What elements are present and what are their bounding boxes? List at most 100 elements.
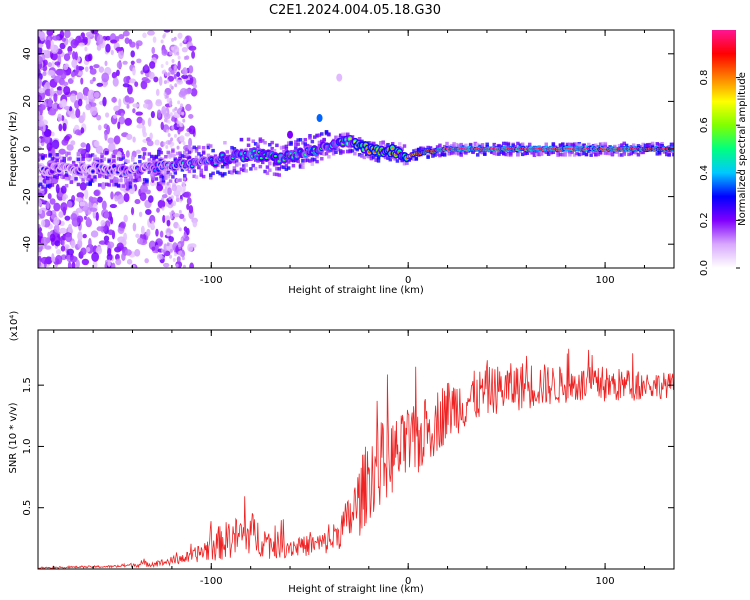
spectrogram-cell	[421, 147, 426, 151]
spectrogram-cell	[244, 163, 248, 167]
spectrogram-cell	[294, 143, 298, 147]
spectrogram-cell	[131, 155, 135, 160]
spectrogram-cell	[48, 153, 52, 157]
spectrogram-cell	[166, 150, 170, 155]
spectrogram-cell	[145, 178, 149, 182]
spectrogram-cell	[62, 122, 67, 132]
spectrogram-cell	[154, 139, 160, 146]
spectrogram-cell	[232, 166, 237, 170]
spectrogram-cell	[563, 150, 567, 154]
spectrogram-cell	[138, 211, 143, 218]
spectrogram-cell	[308, 159, 312, 163]
spectrogram-cell	[126, 159, 130, 164]
spectrogram-cell	[136, 116, 143, 124]
spectrogram-cell	[501, 152, 506, 156]
spectrogram-cell	[189, 262, 195, 268]
spectrogram-cell	[38, 137, 42, 143]
spectrogram-cell	[146, 228, 151, 237]
spectrogram-cell	[76, 151, 81, 156]
spectrogram-cell	[76, 182, 81, 187]
spectrogram-cell	[539, 151, 544, 156]
spectrogram-cell	[38, 78, 42, 88]
spectrogram-cell	[47, 193, 52, 200]
spectrogram-cell	[41, 185, 45, 189]
spectrogram-cell	[60, 70, 67, 80]
spectrogram-cell	[88, 237, 92, 248]
spectrogram-cell	[75, 259, 80, 268]
spectrogram-cell	[412, 157, 416, 162]
spectrogram-cell	[84, 189, 89, 200]
spectrogram-cell	[76, 92, 84, 102]
spectrogram-cell	[171, 125, 175, 130]
spectrogram-cell	[97, 174, 102, 179]
spectrogram-cell	[136, 124, 144, 129]
spectrogram-cell	[320, 139, 324, 144]
spectrogram-cell	[435, 152, 440, 157]
spectrogram-cell	[75, 108, 81, 119]
spectrogram-cell	[471, 150, 475, 154]
spectrogram-cell	[144, 99, 152, 105]
spectrogram-cell	[435, 145, 440, 149]
spectrogram-cell	[156, 109, 162, 118]
spectrogram-cell	[182, 264, 186, 268]
spectrogram-cell	[89, 102, 97, 107]
spectrogram-cell	[165, 144, 169, 149]
spectrogram-cell	[83, 215, 87, 220]
spectrogram-cell	[294, 158, 298, 163]
spectrogram-cell	[38, 192, 43, 197]
spectrogram-cell	[296, 142, 300, 146]
spectrogram-cell	[135, 111, 143, 116]
spectrogram-cell	[587, 142, 591, 147]
spectrogram-cell	[130, 207, 135, 216]
spectrogram-cell	[277, 173, 282, 177]
spectrogram-cell	[68, 106, 73, 112]
spectrogram-cell	[367, 154, 371, 159]
spectrogram-cell	[449, 144, 454, 148]
spectrogram-cell	[173, 213, 180, 218]
spectrogram-cell	[124, 37, 130, 44]
spectrogram-cell	[161, 194, 168, 199]
spectrogram-cell	[142, 152, 147, 156]
spectrogram-cell	[63, 85, 71, 96]
spectrogram-cell	[431, 154, 435, 158]
spectrogram-cell	[70, 213, 78, 221]
spectrogram-cell	[155, 88, 160, 97]
spectrogram-cell	[624, 143, 629, 148]
spectrogram-cell	[46, 39, 51, 49]
spectrogram-cell	[610, 152, 615, 156]
spectrogram-cell	[185, 79, 193, 85]
spectrogram-cell	[376, 156, 381, 160]
spectrogram-cell	[631, 150, 636, 154]
spectrogram-cell	[173, 171, 178, 175]
spectrogram-cell	[182, 150, 187, 155]
spectrogram-cell	[95, 211, 99, 222]
spectrogram-cell	[284, 147, 289, 151]
spectrogram-cell	[188, 205, 194, 214]
spectrogram-cell	[156, 207, 160, 213]
spectrogram-cell	[390, 142, 395, 146]
spectrogram-cell	[107, 241, 115, 249]
spectrogram-cell	[80, 77, 84, 85]
spectrogram-cell	[192, 219, 198, 228]
spectrogram-cell	[218, 171, 222, 176]
spectrogram-cell	[549, 150, 553, 155]
spectrogram-cell	[194, 146, 199, 151]
spectrogram-cell	[171, 37, 175, 42]
spectrogram-cell	[170, 229, 174, 234]
spectrogram-cell	[620, 153, 624, 157]
spectrogram-cell	[315, 134, 319, 138]
spectrogram-cell	[346, 132, 350, 137]
spectrogram-cell	[310, 158, 315, 163]
spectrogram-cell	[170, 195, 174, 200]
spectrogram-cell	[499, 150, 504, 155]
spectrogram-cell	[279, 165, 284, 169]
colorbar-tick-label: 0.8	[699, 70, 710, 86]
spectrogram-cell	[179, 198, 183, 203]
colorbar: 0.0 0.2 0.4 0.6 0.8 Normalized spectral ampl…	[699, 30, 748, 276]
spectrogram-cell	[171, 184, 178, 192]
spectrogram-cell	[253, 166, 258, 171]
spectrogram-cell	[169, 51, 173, 56]
spectrogram-cell	[123, 214, 128, 223]
spectrogram-cell	[239, 167, 244, 172]
x-tick-label: -100	[200, 275, 223, 286]
